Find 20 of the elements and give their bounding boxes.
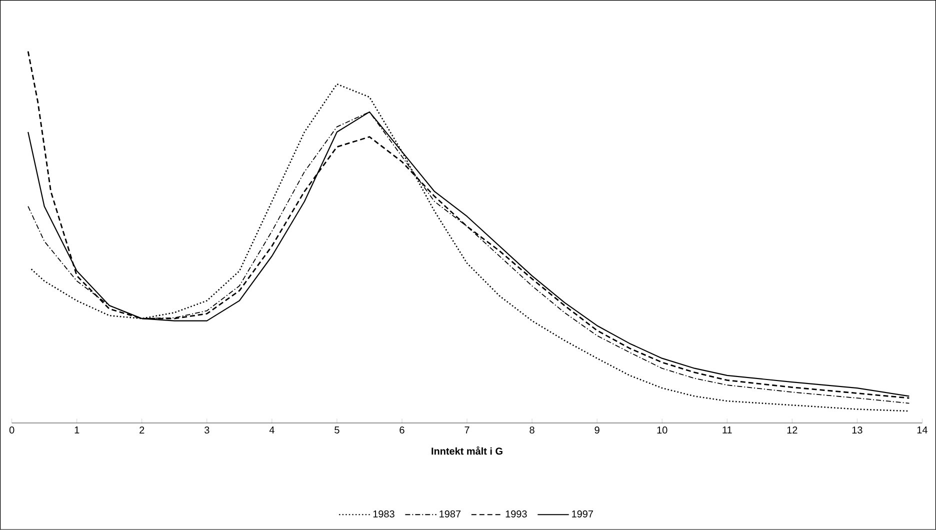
legend-label: 1983 [373,510,394,518]
x-tick-label: 3 [204,426,210,434]
x-tick-label: 2 [140,426,144,434]
x-tick-label: 4 [269,426,274,434]
x-axis-title: Inntekt målt i G [432,446,502,455]
legend-label: 1993 [506,510,527,518]
x-tick-label: 12 [787,426,798,434]
x-tick-label: 8 [530,426,534,434]
legend-label: 1987 [440,510,461,518]
x-tick-label: 11 [722,426,732,434]
x-tick-label: 13 [852,426,862,434]
x-tick-label: 0 [9,426,14,434]
x-tick-label: 9 [594,426,600,434]
x-tick-label: 10 [657,426,668,434]
x-tick-label: 5 [334,426,340,434]
x-tick-label: 14 [917,426,928,434]
x-tick-label: 6 [400,426,404,434]
legend-label: 1997 [572,510,593,518]
x-tick-label: 7 [464,426,470,434]
x-tick-label: 1 [74,426,80,434]
